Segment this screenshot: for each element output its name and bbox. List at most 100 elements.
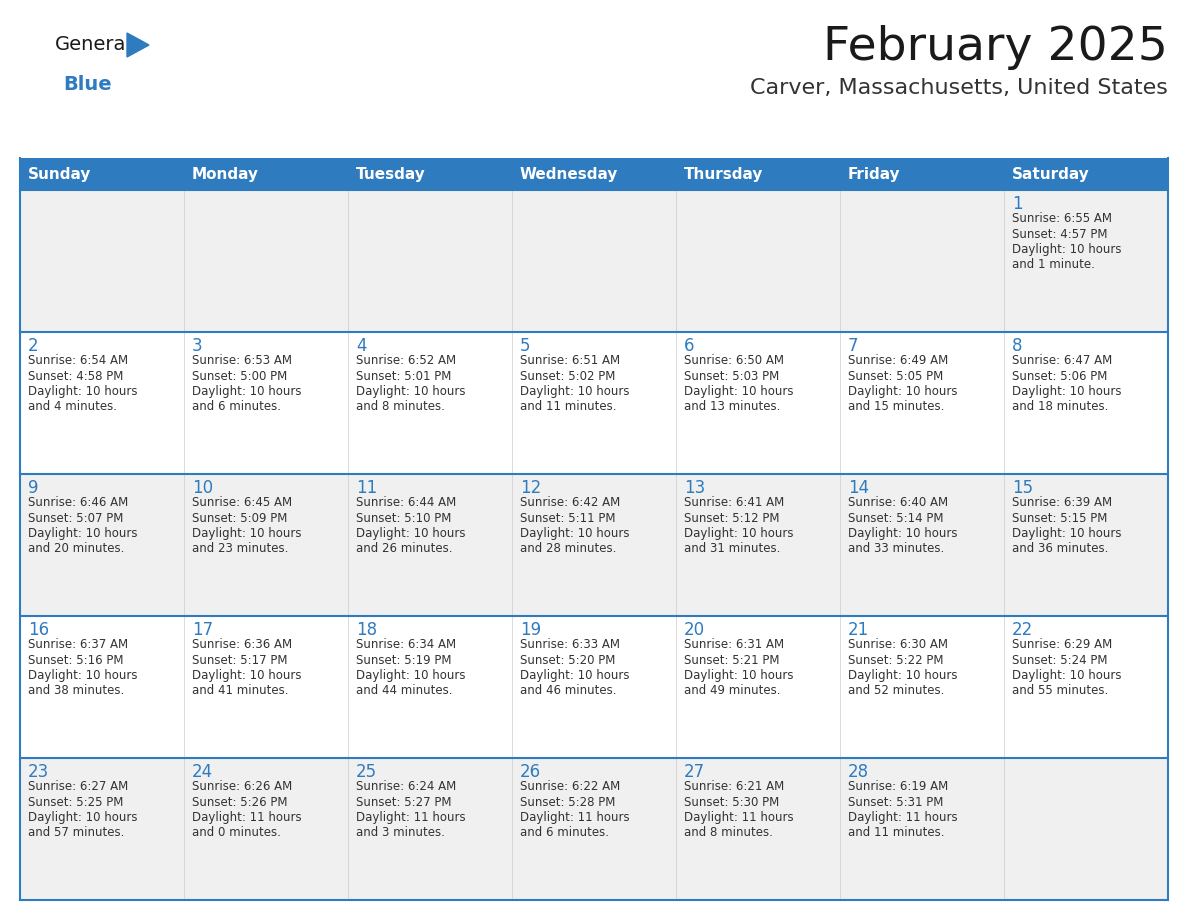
Bar [1004,332,1168,474]
Text: Wednesday: Wednesday [520,166,619,182]
Bar [840,190,1004,332]
Text: Sunset: 5:28 PM: Sunset: 5:28 PM [520,796,615,809]
Text: Daylight: 10 hours: Daylight: 10 hours [29,385,138,398]
Text: Sunset: 5:01 PM: Sunset: 5:01 PM [356,370,451,383]
Text: Daylight: 10 hours: Daylight: 10 hours [192,669,302,682]
Text: and 15 minutes.: and 15 minutes. [848,400,944,413]
Text: Daylight: 10 hours: Daylight: 10 hours [684,669,794,682]
Bar [840,616,1004,758]
Text: Sunrise: 6:44 AM: Sunrise: 6:44 AM [356,496,456,509]
Text: 18: 18 [356,621,377,639]
Text: Sunrise: 6:33 AM: Sunrise: 6:33 AM [520,638,620,651]
Text: 20: 20 [684,621,706,639]
Text: 12: 12 [520,479,542,497]
Text: Sunset: 5:03 PM: Sunset: 5:03 PM [684,370,779,383]
Text: Thursday: Thursday [684,166,764,182]
Bar [20,158,1168,190]
Text: and 49 minutes.: and 49 minutes. [684,685,781,698]
Text: Sunset: 5:06 PM: Sunset: 5:06 PM [1012,370,1107,383]
Text: Sunset: 5:07 PM: Sunset: 5:07 PM [29,511,124,524]
Bar [1004,758,1168,900]
Text: Daylight: 11 hours: Daylight: 11 hours [520,811,630,824]
Text: 3: 3 [192,337,203,355]
Text: 4: 4 [356,337,367,355]
Text: and 8 minutes.: and 8 minutes. [684,826,773,839]
Text: and 44 minutes.: and 44 minutes. [356,685,453,698]
Text: Daylight: 10 hours: Daylight: 10 hours [356,385,466,398]
Text: Sunset: 5:02 PM: Sunset: 5:02 PM [520,370,615,383]
Text: 11: 11 [356,479,378,497]
Text: Sunset: 5:15 PM: Sunset: 5:15 PM [1012,511,1107,524]
Text: and 57 minutes.: and 57 minutes. [29,826,125,839]
Text: Sunrise: 6:34 AM: Sunrise: 6:34 AM [356,638,456,651]
Bar [20,332,184,474]
Bar [20,474,184,616]
Bar [1004,474,1168,616]
Text: Sunrise: 6:21 AM: Sunrise: 6:21 AM [684,780,784,793]
Text: Daylight: 10 hours: Daylight: 10 hours [848,669,958,682]
Text: Sunrise: 6:40 AM: Sunrise: 6:40 AM [848,496,948,509]
Text: Daylight: 10 hours: Daylight: 10 hours [356,669,466,682]
Bar [20,190,184,332]
Text: Sunrise: 6:27 AM: Sunrise: 6:27 AM [29,780,128,793]
Bar [348,758,512,900]
Text: and 31 minutes.: and 31 minutes. [684,543,781,555]
Text: Tuesday: Tuesday [356,166,425,182]
Text: 8: 8 [1012,337,1023,355]
Text: 5: 5 [520,337,531,355]
Text: and 6 minutes.: and 6 minutes. [520,826,609,839]
Bar [184,190,348,332]
Text: Sunrise: 6:45 AM: Sunrise: 6:45 AM [192,496,292,509]
Bar [840,332,1004,474]
Bar [676,758,840,900]
Text: and 55 minutes.: and 55 minutes. [1012,685,1108,698]
Text: Daylight: 10 hours: Daylight: 10 hours [848,385,958,398]
Bar [348,332,512,474]
Text: 17: 17 [192,621,213,639]
Text: Sunset: 5:16 PM: Sunset: 5:16 PM [29,654,124,666]
Bar [512,758,676,900]
Bar [184,332,348,474]
Text: Sunset: 5:30 PM: Sunset: 5:30 PM [684,796,779,809]
Text: Daylight: 10 hours: Daylight: 10 hours [356,527,466,540]
Text: 23: 23 [29,763,49,781]
Text: Sunrise: 6:46 AM: Sunrise: 6:46 AM [29,496,128,509]
Bar [512,474,676,616]
Text: Daylight: 10 hours: Daylight: 10 hours [1012,385,1121,398]
Text: Sunset: 5:17 PM: Sunset: 5:17 PM [192,654,287,666]
Text: 2: 2 [29,337,39,355]
Text: Sunrise: 6:41 AM: Sunrise: 6:41 AM [684,496,784,509]
Text: Monday: Monday [192,166,259,182]
Text: Saturday: Saturday [1012,166,1089,182]
Text: 1: 1 [1012,195,1023,213]
Bar [348,190,512,332]
Text: and 36 minutes.: and 36 minutes. [1012,543,1108,555]
Text: and 6 minutes.: and 6 minutes. [192,400,282,413]
Text: and 0 minutes.: and 0 minutes. [192,826,280,839]
Bar [840,474,1004,616]
Bar [348,474,512,616]
Text: 6: 6 [684,337,695,355]
Text: Daylight: 10 hours: Daylight: 10 hours [1012,669,1121,682]
Text: 15: 15 [1012,479,1034,497]
Text: and 8 minutes.: and 8 minutes. [356,400,444,413]
Text: Daylight: 11 hours: Daylight: 11 hours [356,811,466,824]
Bar [20,758,184,900]
Text: Sunday: Sunday [29,166,91,182]
Bar [184,758,348,900]
Text: Sunset: 5:05 PM: Sunset: 5:05 PM [848,370,943,383]
Text: and 23 minutes.: and 23 minutes. [192,543,289,555]
Text: Sunset: 5:00 PM: Sunset: 5:00 PM [192,370,287,383]
Text: February 2025: February 2025 [823,25,1168,70]
Text: and 26 minutes.: and 26 minutes. [356,543,453,555]
Text: and 28 minutes.: and 28 minutes. [520,543,617,555]
Text: Daylight: 10 hours: Daylight: 10 hours [684,385,794,398]
Bar [512,616,676,758]
Text: Sunset: 5:14 PM: Sunset: 5:14 PM [848,511,943,524]
Text: Sunrise: 6:39 AM: Sunrise: 6:39 AM [1012,496,1112,509]
Text: Sunset: 5:24 PM: Sunset: 5:24 PM [1012,654,1107,666]
Text: Daylight: 10 hours: Daylight: 10 hours [192,527,302,540]
Text: Daylight: 10 hours: Daylight: 10 hours [29,527,138,540]
Text: 22: 22 [1012,621,1034,639]
Text: Sunset: 5:19 PM: Sunset: 5:19 PM [356,654,451,666]
